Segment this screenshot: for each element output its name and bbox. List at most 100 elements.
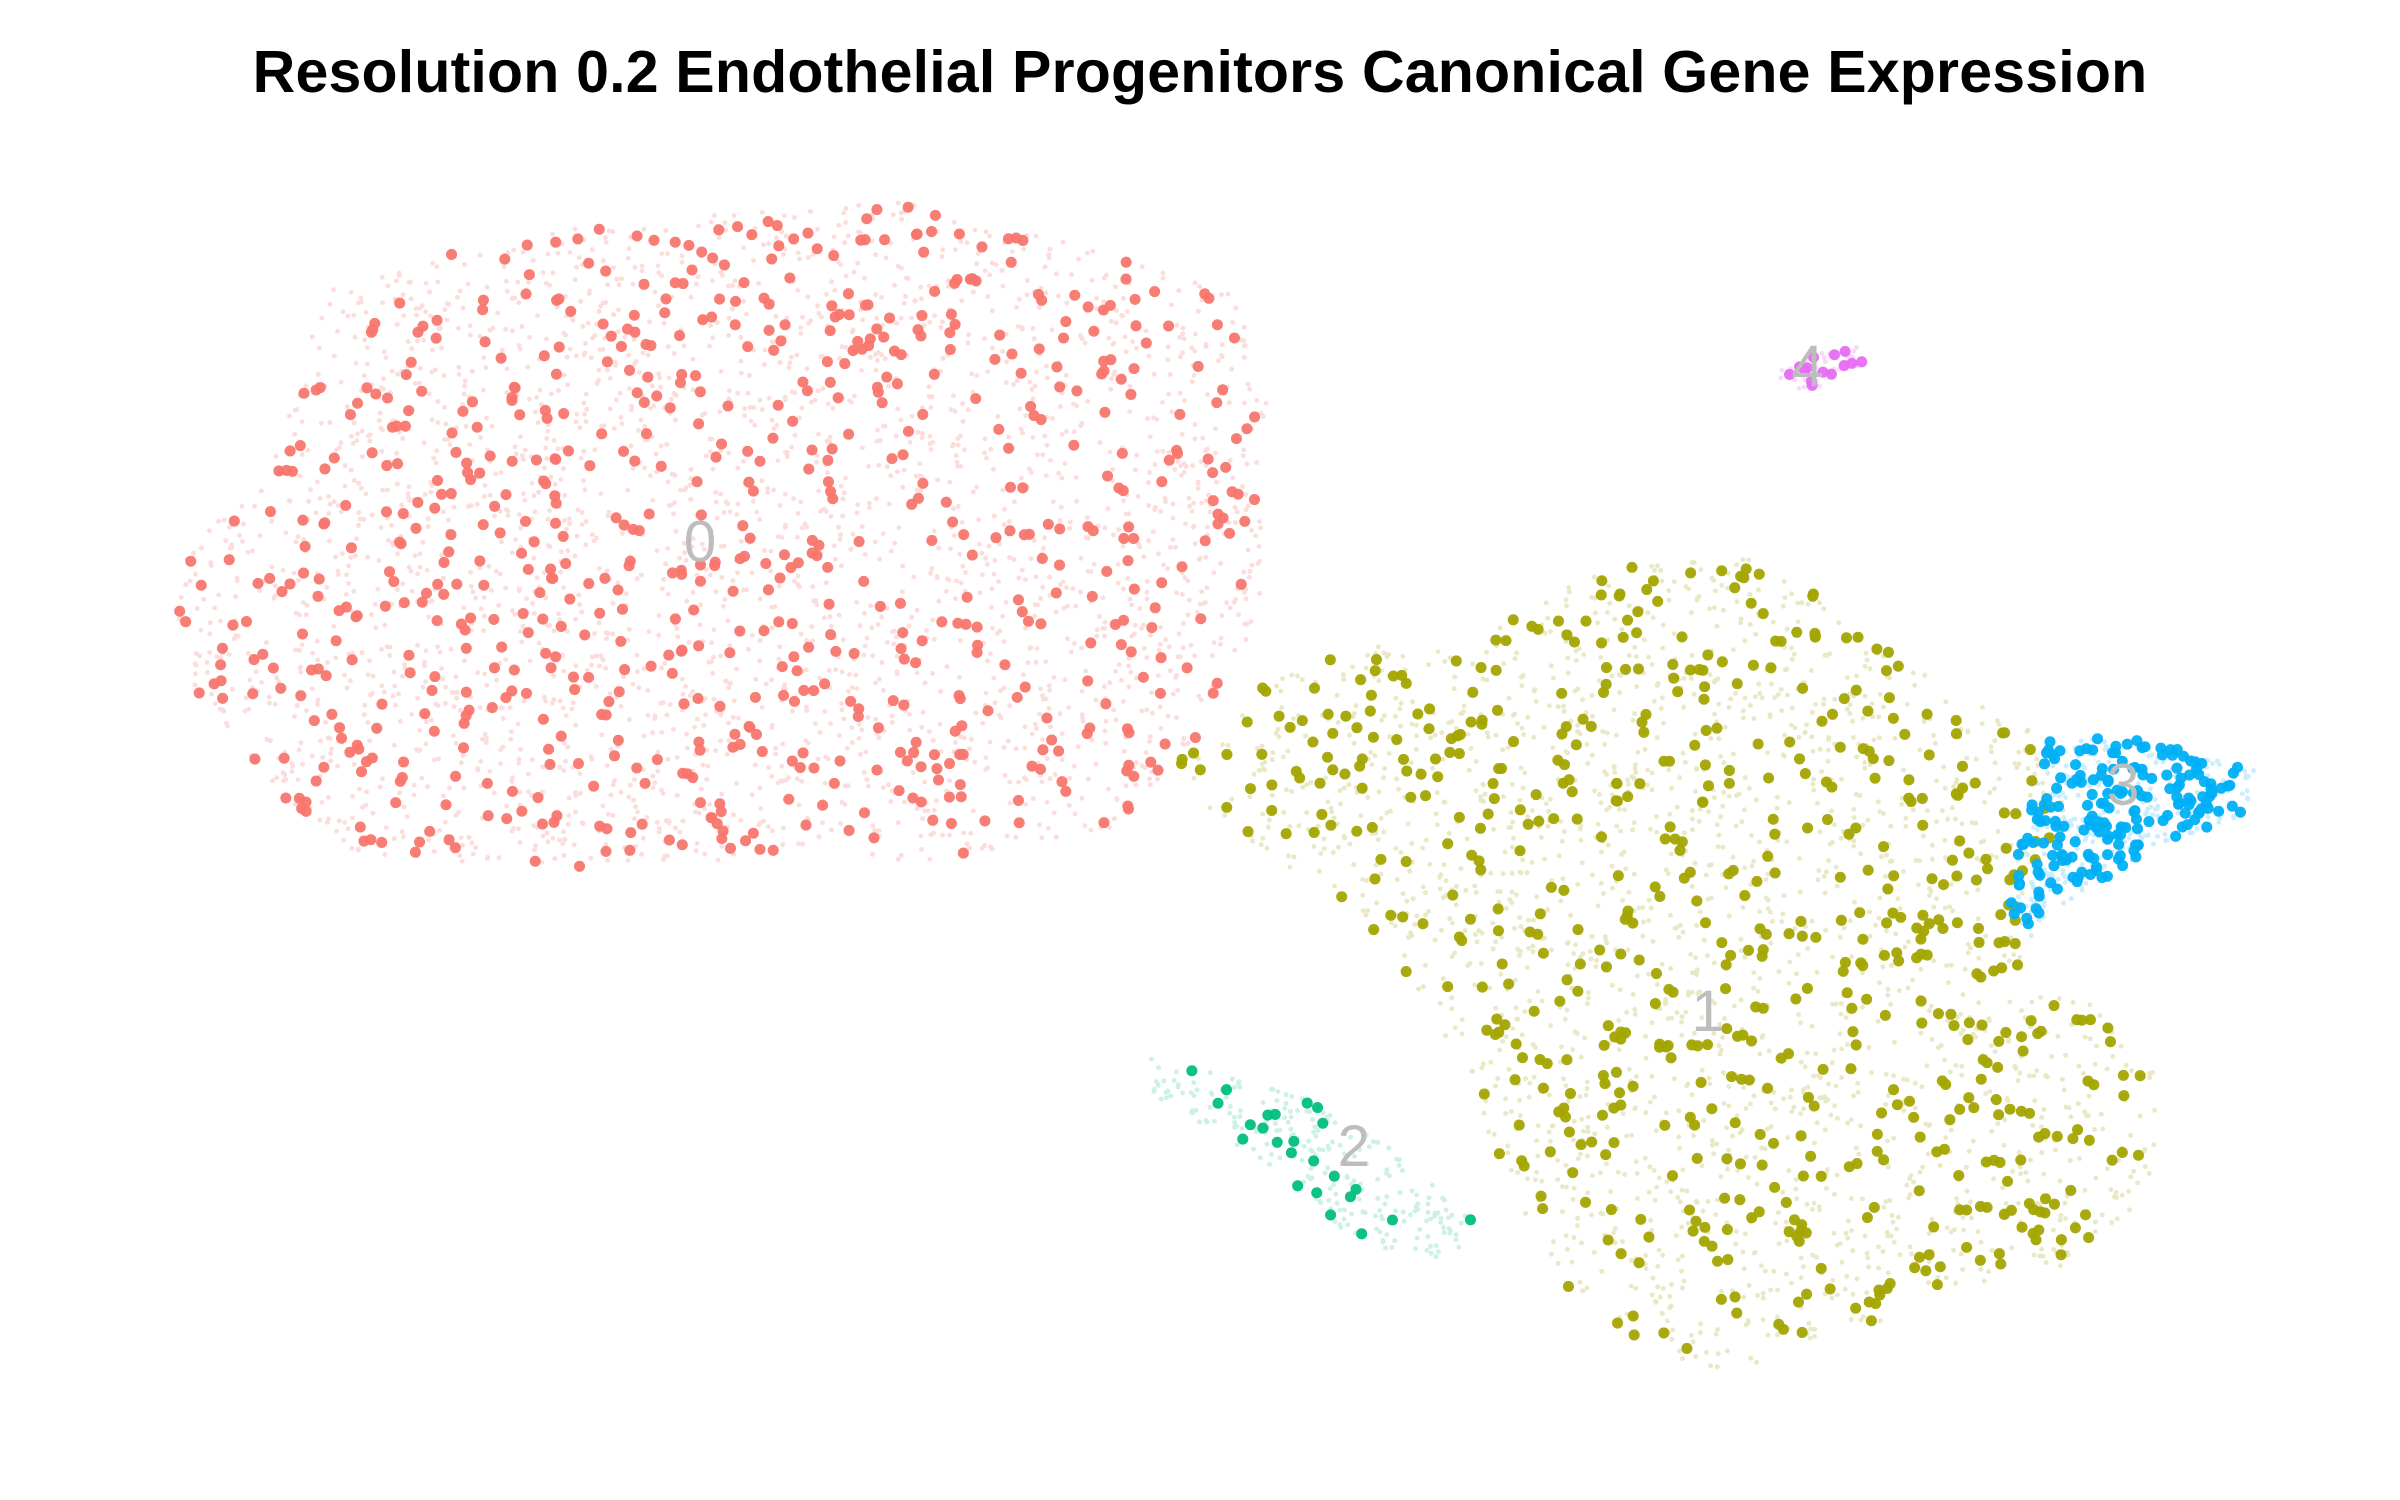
cell-point-cluster-0: [648, 473, 653, 479]
cell-point-cluster-0: [507, 705, 513, 710]
cell-point-cluster-0: [928, 447, 934, 453]
cell-point-cluster-0: [987, 739, 993, 745]
cell-point-cluster-0: [940, 356, 946, 361]
cell-point-cluster-0: [861, 652, 867, 658]
cell-point-cluster-1: [1610, 885, 1615, 891]
cell-point-cluster-1: [1877, 895, 1883, 901]
cell-point-cluster-0: [782, 491, 788, 497]
cell-point-cluster-1: [1645, 767, 1651, 773]
cell-point-cluster-1: [1479, 930, 1485, 936]
cell-point-cluster-1: [1413, 746, 1419, 752]
cell-point-cluster-0: [444, 301, 450, 307]
cell-point-cluster-0: [1170, 515, 1176, 521]
cell-point-cluster-0: [365, 720, 371, 725]
cell-point-cluster-1: [1689, 808, 1695, 814]
cell-point-cluster-0: [841, 490, 847, 496]
cell-point-cluster-1: [1853, 792, 1859, 797]
cell-point-cluster-1: [1247, 794, 1253, 800]
cell-point-cluster-0: [1059, 431, 1065, 437]
cell-point-cluster-0: [731, 213, 737, 218]
cell-point-cluster-0: [272, 701, 278, 707]
cell-point-cluster-0: [235, 633, 241, 639]
cell-point-cluster-1: [1649, 563, 1654, 569]
cell-point-cluster-1: [1510, 819, 1516, 825]
cell-point-cluster-1: [1579, 1240, 1584, 1246]
cell-point-cluster-0: [438, 345, 444, 351]
cell-point-cluster-0: [579, 609, 585, 615]
cell-point-cluster-0: [598, 491, 604, 497]
cell-point-cluster-0: [442, 404, 448, 410]
cell-point-cluster-0: [243, 695, 249, 701]
cell-point-cluster-0: [379, 683, 385, 689]
cell-point-cluster-1: [1844, 675, 1850, 680]
cell-point-cluster-0: [708, 659, 714, 665]
cell-point-cluster-0: [765, 486, 771, 491]
cell-point-cluster-0: [782, 397, 788, 403]
cell-point-cluster-1: [1571, 951, 1577, 957]
cell-point-cluster-0: [656, 303, 662, 309]
cell-point-cluster-0: [604, 367, 610, 373]
cell-point-cluster-1: [1652, 1197, 1658, 1203]
cell-point-cluster-0: [825, 470, 831, 476]
cell-point-cluster-1: [1923, 1121, 1929, 1127]
cell-point-cluster-1: [1398, 700, 1404, 706]
cell-point-cluster-1: [2063, 1052, 2068, 1058]
cell-point-cluster-0: [1046, 683, 1052, 689]
cell-point-cluster-0: [338, 379, 344, 385]
cell-point-cluster-1: [1893, 931, 1899, 937]
cell-point-cluster-0: [205, 670, 210, 675]
cell-point-cluster-1: [1602, 742, 1608, 747]
cell-point-cluster-1: [1640, 905, 1646, 911]
cell-point-cluster-1: [1420, 884, 1426, 890]
cell-point-cluster-1: [1410, 699, 1416, 705]
cell-point-cluster-1: [1423, 912, 1428, 918]
cell-point-cluster-0: [453, 674, 459, 680]
cell-point-cluster-0: [636, 685, 642, 691]
cell-point-cluster-0: [1145, 416, 1151, 422]
cell-point-cluster-1: [2082, 1109, 2088, 1115]
cell-point-cluster-0: [351, 588, 357, 594]
cell-point-cluster-1: [1920, 833, 1926, 839]
cell-point-cluster-0: [1113, 717, 1119, 723]
cell-point-cluster-1: [1605, 842, 1611, 848]
cell-point-cluster-1: [1782, 732, 1788, 738]
cell-point-cluster-1: [1781, 579, 1787, 584]
cell-point-cluster-0: [481, 494, 487, 499]
cell-point-cluster-0: [1178, 472, 1184, 478]
cell-point-cluster-1: [1550, 745, 1556, 750]
cell-point-cluster-0: [372, 601, 378, 607]
cell-point-cluster-1: [1515, 721, 1521, 726]
cell-point-cluster-1: [1459, 1017, 1465, 1023]
cell-point-cluster-1: [2038, 994, 2044, 1000]
cell-point-cluster-0: [1001, 639, 1007, 644]
cell-point-cluster-0: [516, 760, 522, 766]
cell-point-cluster-1: [1598, 1170, 1603, 1176]
cell-point-cluster-1: [1465, 962, 1471, 968]
cell-point-cluster-1: [1663, 867, 1669, 873]
cell-point-cluster-0: [551, 673, 557, 679]
cell-point-cluster-1: [1440, 976, 1446, 982]
cell-point-cluster-0: [1256, 519, 1262, 524]
cell-point-cluster-1: [1924, 808, 1930, 814]
cell-point-cluster-1: [1804, 722, 1810, 728]
cell-point-cluster-0: [690, 387, 696, 393]
cell-point-cluster-1: [1279, 705, 1285, 711]
cell-point-cluster-0: [839, 707, 845, 713]
cell-point-cluster-1: [1929, 856, 1935, 862]
cell-point-cluster-1: [1811, 1200, 1817, 1206]
cell-point-cluster-0: [444, 317, 450, 323]
cell-point-cluster-1: [1558, 1044, 1564, 1050]
cell-point-cluster-0: [647, 319, 652, 325]
cell-point-cluster-1: [1980, 704, 1985, 710]
cell-point-cluster-0: [1043, 473, 1049, 479]
cell-point-cluster-0: [693, 848, 699, 854]
cell-point-cluster-0: [437, 649, 443, 655]
cell-point-cluster-0: [967, 845, 973, 851]
cell-point-cluster-0: [671, 511, 676, 517]
cell-point-cluster-0: [791, 578, 797, 584]
cell-point-cluster-0: [673, 417, 678, 423]
cell-point-cluster-0: [892, 282, 898, 288]
cell-point-cluster-0: [626, 717, 632, 722]
cell-point-cluster-1: [1519, 683, 1525, 688]
cell-point-cluster-1: [1709, 1142, 1715, 1148]
